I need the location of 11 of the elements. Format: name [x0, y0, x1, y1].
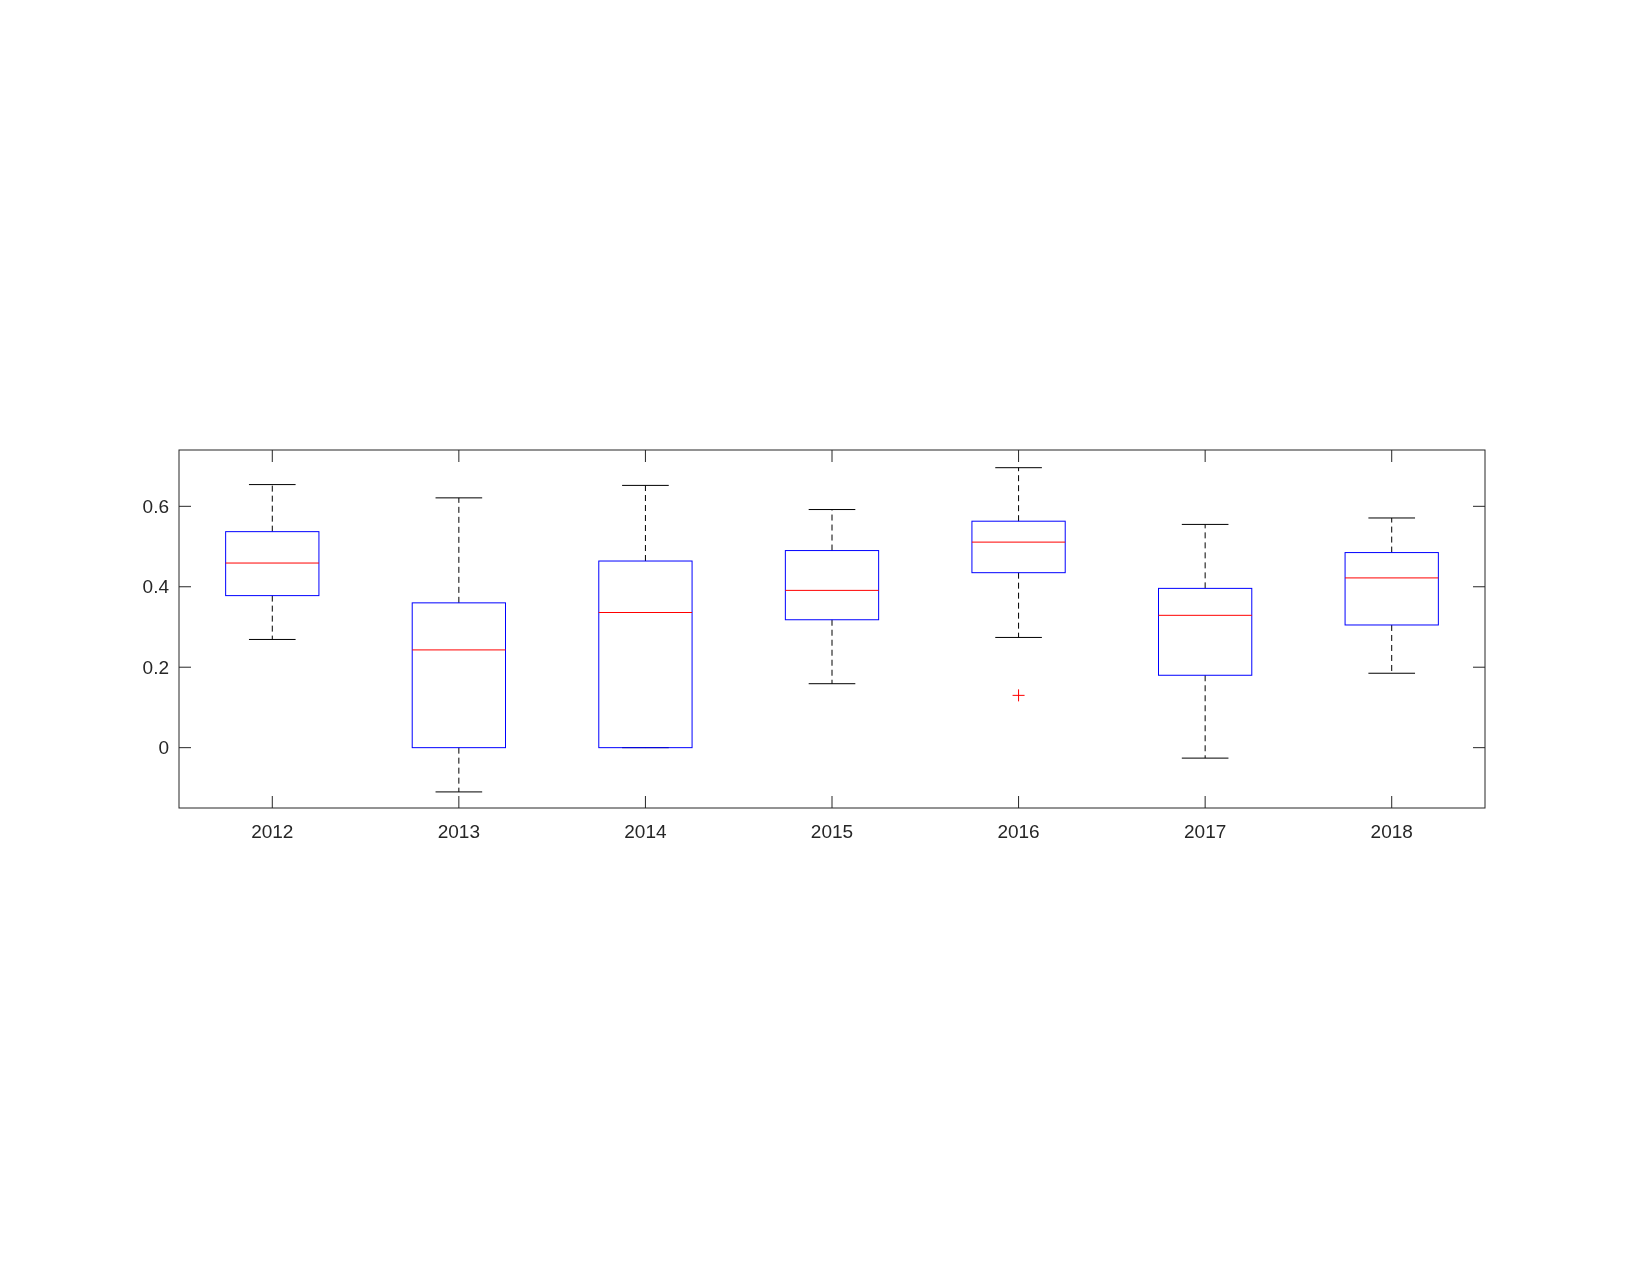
y-tick-label: 0.4: [142, 576, 170, 598]
x-tick-label: 2015: [810, 821, 854, 842]
y-tick-label: 0: [158, 737, 169, 759]
x-tick-label: 2014: [624, 821, 667, 842]
x-tick-label: 2016: [997, 821, 1040, 842]
x-tick-label: 2013: [437, 821, 480, 842]
y-tick-label: 0.6: [142, 495, 169, 517]
y-tick-label: 0.2: [142, 656, 169, 678]
x-tick-label: 2017: [1184, 821, 1227, 842]
x-tick-label: 2012: [251, 821, 294, 842]
x-tick-label: 2018: [1370, 821, 1413, 842]
